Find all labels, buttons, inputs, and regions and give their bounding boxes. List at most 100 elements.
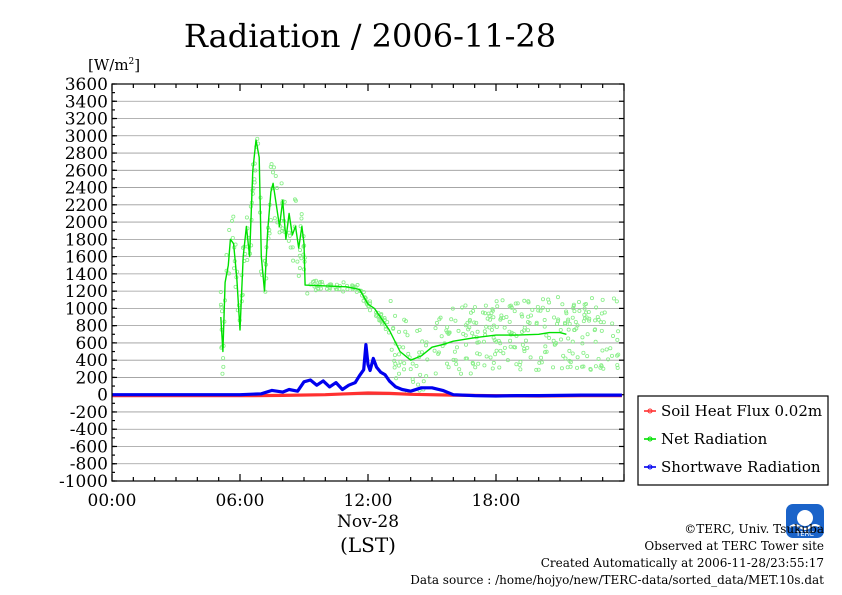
net-radiation-sample-point	[445, 325, 450, 330]
net-radiation-sample-point	[521, 328, 526, 333]
net-radiation-sample-point	[290, 245, 295, 250]
net-radiation-sample-point	[585, 332, 590, 337]
net-radiation-sample-point	[434, 320, 439, 325]
net-radiation-sample-point	[575, 355, 580, 360]
net-radiation-sample-point	[299, 212, 304, 217]
y-tick-label: 1400	[65, 265, 108, 285]
net-radiation-sample-point	[606, 357, 611, 362]
net-radiation-sample-point	[515, 301, 520, 306]
net-radiation-sample-point	[508, 344, 513, 349]
net-radiation-sample-point	[436, 350, 441, 355]
grid-layer	[111, 83, 625, 482]
net-radiation-sample-point	[396, 371, 401, 376]
net-radiation-sample-point	[556, 317, 561, 322]
net-radiation-sample-point	[391, 326, 396, 331]
net-radiation-sample-point	[580, 335, 585, 340]
net-radiation-sample-point	[507, 319, 512, 324]
net-radiation-sample-point	[460, 305, 465, 310]
net-radiation-sample-point	[528, 355, 533, 360]
net-radiation-sample-point	[263, 289, 268, 294]
net-radiation-sample-point	[563, 322, 568, 327]
net-radiation-sample-point	[496, 338, 501, 343]
net-radiation-sample-point	[452, 349, 457, 354]
net-radiation-sample-point	[287, 230, 292, 235]
net-radiation-sample-point	[609, 353, 614, 358]
net-radiation-sample-point	[437, 317, 442, 322]
net-radiation-sample-point	[408, 367, 413, 372]
net-radiation-sample-point	[245, 258, 250, 263]
terc-logo: TERC	[786, 504, 824, 538]
net-radiation-sample-point	[564, 311, 569, 316]
y-tick-label: 3400	[65, 92, 108, 112]
net-radiation-sample-point	[221, 356, 226, 361]
legend-box	[637, 395, 829, 486]
net-radiation-sample-point	[567, 321, 572, 326]
net-radiation-sample-point	[367, 299, 372, 304]
net-radiation-sample-point	[396, 352, 401, 357]
net-radiation-sample-point	[382, 317, 387, 322]
net-radiation-sample-point	[298, 248, 303, 253]
terc-logo-drop-icon	[797, 510, 813, 526]
net-radiation-sample-point	[291, 258, 296, 263]
net-radiation-sample-point	[615, 363, 620, 368]
net-radiation-sample-point	[383, 327, 388, 332]
net-radiation-sample-point	[474, 320, 479, 325]
net-radiation-sample-point	[520, 314, 525, 319]
net-radiation-sample-point	[423, 343, 428, 348]
net-radiation-sample-point	[470, 360, 475, 365]
net-radiation-sample-point	[615, 353, 620, 358]
net-radiation-sample-point	[508, 303, 513, 308]
net-radiation-sample-point	[287, 233, 292, 238]
net-radiation-sample-point	[595, 315, 600, 320]
net-radiation-sample-point	[587, 318, 592, 323]
net-radiation-sample-point	[345, 287, 350, 292]
net-radiation-sample-point	[227, 228, 232, 233]
y-axis-unit-main: [W/m	[88, 56, 129, 74]
net-radiation-sample-point	[542, 324, 547, 329]
x-axis-date-label: Nov-28	[337, 512, 399, 532]
net-radiation-sample-point	[485, 316, 490, 321]
net-radiation-sample-point	[385, 320, 390, 325]
net-radiation-sample-point	[468, 371, 473, 376]
net-radiation-sample-point	[219, 309, 224, 314]
net-radiation-sample-point	[483, 303, 488, 308]
net-radiation-sample-point	[405, 333, 410, 338]
y-tick-label: 200	[76, 368, 108, 388]
y-tick-labels: -1000-800-600-400-2000200400600800100012…	[59, 75, 108, 492]
net-radiation-sample-point	[593, 327, 598, 332]
net-radiation-sample-point	[589, 296, 594, 301]
plot-frame	[111, 83, 625, 482]
net-radiation-sample-point	[525, 345, 530, 350]
net-radiation-sample-point	[502, 325, 507, 330]
net-radiation-sample-point	[219, 305, 224, 310]
net-radiation-sample-point	[599, 363, 604, 368]
net-radiation-sample-point	[432, 348, 437, 353]
net-radiation-sample-point	[453, 318, 458, 323]
net-radiation-sample-point	[540, 297, 545, 302]
net-radiation-sample-point	[295, 259, 300, 264]
net-radiation-sample-point	[467, 317, 472, 322]
net-radiation-sample-point	[534, 367, 539, 372]
net-radiation-sample-point	[526, 328, 531, 333]
net-radiation-sample-point	[433, 371, 438, 376]
net-radiation-sample-point	[464, 356, 469, 361]
net-radiation-sample-point	[484, 354, 489, 359]
net-radiation-sample-point	[518, 367, 523, 372]
net-radiation-sample-point	[279, 181, 284, 186]
net-radiation-sample-point	[231, 214, 236, 219]
legend: Soil Heat Flux 0.02m Net Radiation Shortwa…	[637, 395, 829, 486]
net-radiation-sample-point	[268, 218, 273, 223]
net-radiation-sample-point	[398, 359, 403, 364]
net-radiation-sample-point	[483, 311, 488, 316]
y-tick-label: 600	[76, 334, 108, 354]
net-radiation-sample-point	[501, 351, 506, 356]
y-tick-label: 1000	[65, 299, 108, 319]
net-radiation-sample-point	[611, 296, 616, 301]
net-radiation-sample-point	[594, 305, 599, 310]
net-radiation-sample-point	[414, 364, 419, 369]
net-radiation-sample-point	[389, 347, 394, 352]
net-radiation-sample-point	[494, 348, 499, 353]
net-radiation-sample-point	[615, 365, 620, 370]
net-radiation-sample-point	[466, 327, 471, 332]
net-radiation-sample-point	[555, 321, 560, 326]
